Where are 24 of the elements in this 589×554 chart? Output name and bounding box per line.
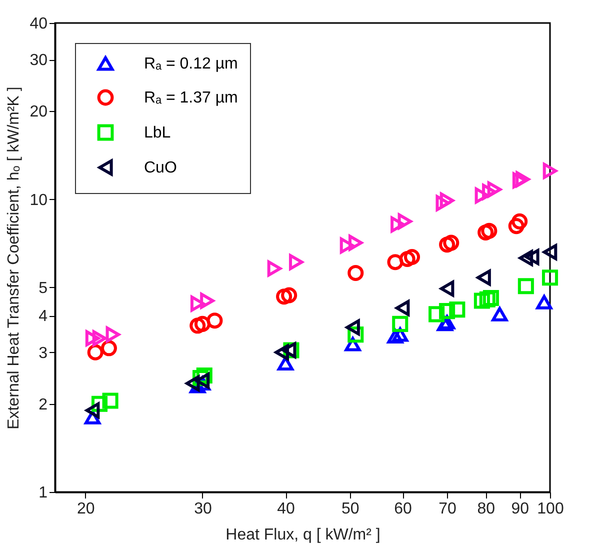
x-tick-label: 100: [537, 500, 564, 518]
y-tick-label: 5: [38, 280, 48, 297]
y-tick-label: 40: [30, 16, 48, 32]
legend-label: Rₐ = 1.37 µm: [144, 90, 238, 106]
x-tick-label: 30: [194, 500, 212, 518]
x-tick-label: 40: [277, 500, 295, 518]
y-tick-label: 3: [38, 344, 48, 362]
x-tick-label: 20: [77, 500, 95, 518]
x-axis-title: Heat Flux, q [ kW/m² ]: [226, 526, 380, 544]
legend-label: CuO: [144, 160, 177, 176]
x-tick-label: 80: [477, 500, 496, 518]
y-tick-label: 4: [38, 308, 48, 326]
y-tick-label: 20: [30, 104, 48, 121]
y-tick-label: 30: [30, 52, 48, 70]
x-tick-label: 60: [394, 500, 412, 518]
x-tick-label: 70: [438, 500, 457, 518]
legend-label: Rₐ = 0.12 µm: [144, 56, 238, 72]
y-tick-label: 10: [30, 192, 48, 209]
legend-label: LbL: [144, 124, 171, 142]
y-tick-label: 1: [38, 484, 48, 502]
y-axis-title: External Heat Transfer Coefficient, hₒ [ kW/m²K ]: [6, 86, 23, 430]
y-tick-label: 2: [38, 396, 48, 414]
x-tick-label: 90: [511, 500, 530, 518]
x-tick-label: 50: [342, 500, 360, 518]
